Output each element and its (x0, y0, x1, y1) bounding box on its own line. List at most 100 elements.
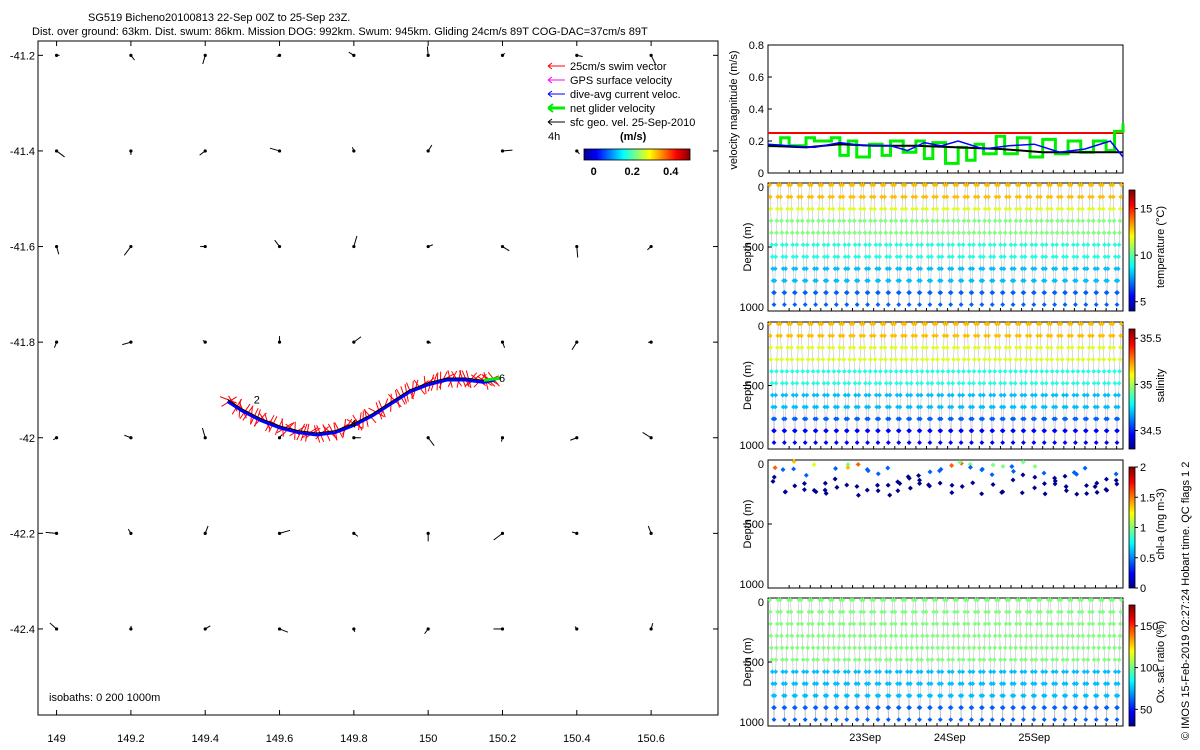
profile-sample (881, 321, 887, 327)
profile-sample (899, 357, 905, 362)
profile-sample (803, 428, 809, 434)
chl-sample (916, 473, 922, 479)
profile-sample (853, 681, 859, 687)
profile-sample (950, 645, 956, 651)
profile-sample (1105, 693, 1110, 699)
geo-arrow-head (352, 53, 356, 57)
profile-sample (872, 357, 878, 362)
profile-sample (821, 669, 827, 675)
profile-sample (811, 669, 817, 675)
glider-track: 2 4 6 (219, 370, 505, 443)
profile-sample (858, 194, 864, 200)
profile-sample (948, 302, 954, 308)
profile-sample (841, 218, 847, 224)
profile-sample (964, 597, 970, 603)
profile-sample (884, 681, 890, 687)
profile-sample (768, 633, 774, 639)
profile-sample (939, 266, 944, 272)
profile-sample (788, 609, 794, 615)
geo-arrow-head (500, 340, 505, 344)
profile-sample (980, 693, 986, 699)
section-ytick-label: 0 (758, 459, 764, 471)
swim-vector (219, 396, 228, 400)
profile-sample (897, 681, 903, 687)
profile-sample (927, 302, 933, 308)
profile-sample (778, 621, 784, 627)
profile-sample (915, 266, 921, 272)
profile-sample (774, 645, 779, 651)
profile-sample (950, 230, 956, 236)
profile-sample (959, 705, 964, 711)
profile-sample (767, 597, 773, 603)
profile-sample (925, 657, 931, 663)
profile-sample (1024, 621, 1030, 627)
swim-vector (313, 427, 321, 433)
profile-sample (1058, 597, 1064, 603)
profile-sample (774, 368, 779, 374)
chl-sample (1009, 463, 1015, 469)
profile-sample (1033, 645, 1039, 651)
profile-sample (931, 609, 937, 615)
profile-sample (962, 609, 968, 615)
geo-arrow-head (129, 53, 133, 57)
profile-sample (789, 645, 795, 651)
velocity-ytick-label: 0.4 (749, 104, 764, 116)
profile-sample (1008, 657, 1014, 663)
section-colorbar (1128, 466, 1136, 589)
profile-sample (868, 357, 873, 362)
profile-sample (962, 621, 967, 627)
profile-sample (990, 705, 996, 711)
profile-sample (799, 621, 805, 627)
profile-sample (1044, 633, 1050, 639)
map-frame (37, 40, 719, 716)
profile-sample (800, 657, 806, 663)
profile-sample (779, 242, 785, 248)
profile-sample (876, 278, 882, 284)
profile-sample (884, 266, 890, 272)
profile-sample (806, 621, 811, 627)
geo-velocity-arrow (269, 147, 280, 152)
profile-sample (928, 266, 934, 272)
profile-sample (886, 705, 892, 711)
geo-arrow-head (203, 149, 207, 153)
profile-sample (1006, 597, 1012, 603)
profile-sample (1063, 681, 1069, 687)
profile-sample (1008, 645, 1013, 651)
profile-sample (853, 254, 858, 260)
isobaths-label: isobaths: 0 200 1000m (49, 692, 160, 704)
profile-sample (784, 218, 790, 224)
swim-vector (452, 370, 458, 379)
profile-sample (822, 681, 828, 687)
profile-sample (810, 218, 816, 224)
profile-sample (1083, 717, 1089, 723)
geo-arrow-head (54, 340, 59, 344)
profile-sample (872, 633, 878, 639)
legend-swim: 25cm/s swim vector (570, 61, 667, 73)
profile-sample (837, 621, 843, 627)
profile-sample (941, 609, 947, 615)
profile-sample (1089, 597, 1095, 603)
profile-sample (816, 357, 821, 362)
profile-sample (1071, 254, 1077, 260)
profile-sample (996, 621, 1002, 627)
profile-sample (1001, 669, 1007, 675)
profile-sample (790, 657, 796, 663)
profile-sample (956, 230, 962, 236)
profile-sample (832, 669, 838, 675)
swim-vector (297, 425, 306, 432)
profile-sample (897, 278, 902, 284)
profile-sample (1003, 357, 1008, 362)
profile-sample (1050, 681, 1056, 687)
profile-sample (1001, 681, 1007, 687)
profile-sample (905, 669, 910, 675)
profile-sample (876, 693, 882, 699)
chl-sample (1000, 489, 1006, 495)
profile-sample (908, 657, 914, 663)
profile-sample (769, 669, 775, 675)
profile-sample (847, 633, 853, 639)
geo-arrow-head (54, 531, 59, 535)
profile-sample (1054, 645, 1060, 651)
profile-sample (1081, 657, 1087, 663)
profile-sample (935, 368, 941, 374)
profile-sample (767, 609, 773, 615)
